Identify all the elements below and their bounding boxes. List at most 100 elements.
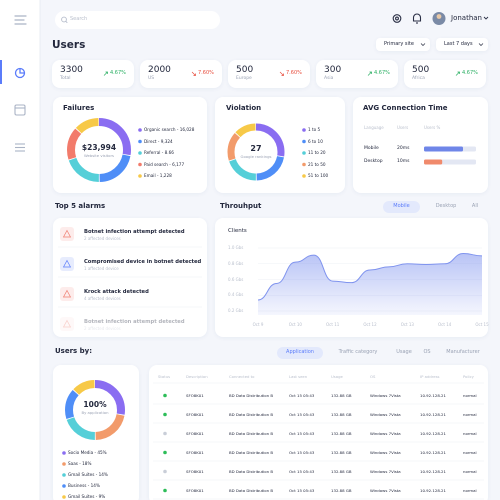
legend-label: Gmail Suites - 14%	[68, 472, 108, 477]
table-cell: 10.92.128.21	[420, 431, 446, 436]
stat-label: Africa	[412, 76, 425, 81]
section-title: Throuhput	[220, 202, 262, 210]
alarm-icon	[62, 319, 72, 328]
filter-label[interactable]: Last 7 days	[444, 41, 473, 47]
alarm-icon-bg	[60, 287, 74, 301]
column-header: IP address	[420, 374, 440, 379]
search-icon	[61, 16, 68, 24]
table-cell: Windows 7Vista	[370, 488, 401, 493]
table-cell: 132.88 GB	[331, 431, 352, 436]
legend-dot	[302, 151, 306, 155]
user-menu-caret[interactable]	[483, 16, 489, 20]
x-tick-label: Oct 9	[252, 322, 264, 327]
stat-card	[140, 60, 222, 88]
page-title: Users	[52, 39, 86, 51]
table-cell: 132.88 GB	[331, 450, 352, 455]
stat-value: 2000	[148, 65, 171, 75]
stat-label: Total	[60, 76, 71, 81]
legend-dot	[302, 162, 306, 167]
notifications-icon[interactable]	[412, 13, 422, 24]
alarm-title: Botnet infection attempt detected	[84, 319, 185, 325]
column-header: OS	[370, 374, 376, 379]
legend-dot	[62, 484, 66, 488]
table-cell: Windows 7Vista	[370, 412, 401, 417]
legend-label: Referral - 8.66	[144, 150, 174, 155]
violation-donut-segment	[227, 123, 285, 181]
alarm-title: Botnet infection attempt detected	[84, 229, 185, 235]
tab[interactable]: Traffic category	[338, 349, 378, 355]
legend-dot	[138, 174, 142, 178]
legend-label: Saas - 18%	[68, 461, 92, 466]
card-title: AVG Connection Time	[363, 104, 448, 112]
status-dot	[163, 412, 167, 417]
legend-dot	[62, 473, 66, 477]
tab[interactable]: Manufacturer	[446, 349, 480, 355]
filter-label[interactable]: Primary site	[384, 41, 414, 47]
legend-dot	[138, 139, 142, 144]
stat-value: 500	[236, 65, 254, 75]
table-cell: normal	[463, 431, 477, 436]
row-users: 20ms	[397, 146, 410, 151]
chart-title: Clients	[228, 228, 247, 234]
row-label: Mobile	[364, 146, 379, 151]
user-name[interactable]: Jonathan	[451, 14, 482, 22]
table-cell: SFO8K01	[186, 488, 204, 493]
bar-fill	[424, 159, 443, 165]
calendar-icon[interactable]	[14, 104, 26, 116]
area	[258, 253, 482, 315]
row-users: 10ms	[397, 159, 410, 164]
alarm-icon-bg	[60, 317, 74, 331]
tab-active	[383, 201, 420, 213]
table-cell: 10.92.128.21	[420, 450, 446, 455]
tab[interactable]: Mobile	[393, 203, 410, 209]
failures-donut-segment	[67, 118, 131, 182]
tab[interactable]: OS	[423, 349, 431, 355]
stat-label: Europe	[236, 76, 252, 81]
legend-label: Organic search - 16,028	[144, 127, 195, 132]
users-by-donut-segment	[65, 380, 125, 440]
active-indicator	[0, 60, 2, 84]
status-dot	[163, 469, 167, 474]
x-tick-label: Oct 10	[288, 322, 302, 327]
table-card	[149, 365, 488, 500]
table-cell: SFO8K01	[186, 469, 204, 474]
donut-center-value: 100%	[83, 400, 107, 409]
alarms-card	[53, 218, 207, 337]
list-icon[interactable]	[15, 143, 25, 152]
search-box[interactable]	[55, 11, 220, 29]
table-cell: Windows 7Vista	[370, 393, 401, 398]
table-cell: BD Data Distribution B	[229, 393, 274, 398]
legend-label: 11 to 20	[308, 150, 326, 155]
stat-card	[404, 60, 486, 88]
legend-dot	[302, 139, 306, 144]
alarm-icon	[62, 289, 72, 298]
analytics-icon[interactable]	[14, 67, 26, 79]
column-header: Status	[158, 374, 171, 379]
column-header: Connected to	[229, 374, 255, 379]
trend-arrow	[279, 71, 284, 76]
tab[interactable]: Usage	[396, 349, 412, 355]
dropdown-caret	[420, 43, 426, 46]
legend-dot	[138, 162, 142, 167]
tab[interactable]: Application	[286, 349, 314, 355]
x-tick-label: Oct 15	[475, 322, 489, 327]
table-cell: Oct 15 05:43	[289, 469, 315, 474]
settings-icon[interactable]	[392, 14, 402, 23]
alarm-title: Krock attack detected	[84, 289, 149, 295]
table-cell: 10.92.128.21	[420, 393, 446, 398]
tab[interactable]: Desktop	[435, 203, 457, 209]
stat-value: 500	[412, 65, 430, 75]
menu-icon[interactable]	[14, 15, 27, 25]
legend-dot	[62, 495, 66, 499]
legend-dot	[138, 128, 142, 132]
status-dot	[163, 393, 167, 398]
x-tick-label: Oct 12	[363, 322, 377, 327]
legend-label: Socio Media - 45%	[68, 450, 107, 455]
legend-label: 1 to 5	[308, 127, 321, 132]
table-cell: Oct 15 05:43	[289, 412, 315, 417]
trend-arrow	[455, 71, 460, 76]
card-title: Violation	[226, 104, 262, 112]
table-cell: Oct 15 05:43	[289, 431, 315, 436]
filter-dropdown	[436, 38, 488, 51]
tab[interactable]: All	[471, 203, 479, 209]
